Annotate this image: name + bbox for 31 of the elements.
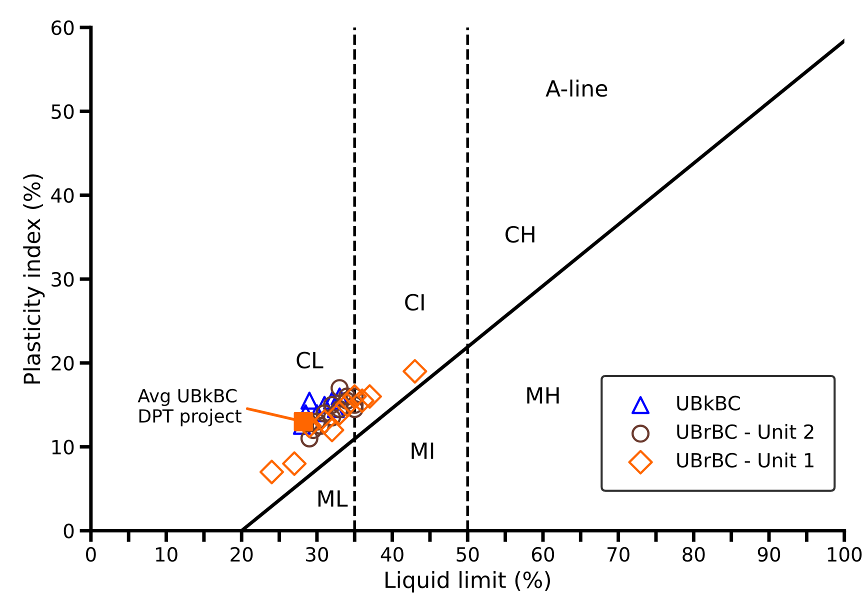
- annotation: MH: [527, 387, 559, 404]
- y-tick-label: 50: [52, 104, 74, 119]
- y-tick-label: 60: [52, 20, 74, 36]
- annotation: CL: [296, 352, 324, 369]
- annotation: Avg UBkBC DPT project: [138, 388, 242, 426]
- x-tick-label: 0: [86, 547, 96, 562]
- x-tick-label: 80: [682, 547, 705, 562]
- annotation: MI: [412, 442, 434, 459]
- y-tick-label: 0: [64, 524, 74, 538]
- x-tick-label: 60: [532, 547, 554, 562]
- x-tick-label: 50: [456, 547, 479, 562]
- y-tick-label: 30: [52, 272, 74, 287]
- x-tick-label: 90: [758, 547, 780, 562]
- x-tick-label: 10: [156, 547, 178, 562]
- annotation: CH: [506, 226, 534, 243]
- x-tick-label: 20: [230, 547, 253, 562]
- y-axis-title: Plasticity index (%): [23, 174, 45, 384]
- x-axis-title: Liquid limit (%): [386, 571, 550, 593]
- annotation: A-line: [546, 80, 608, 97]
- legend-label: UBrBC - Unit 1: [677, 452, 814, 468]
- x-tick-label: 100: [828, 547, 862, 562]
- legend-label: UBrBC - Unit 2: [677, 424, 814, 440]
- y-tick-label: 40: [51, 188, 74, 203]
- y-tick-label: 10: [52, 440, 74, 454]
- annotation: CI: [405, 294, 424, 311]
- legend-label: UBkBC: [677, 395, 740, 410]
- x-tick-label: 70: [608, 547, 630, 562]
- x-tick-label: 30: [306, 547, 328, 562]
- annotation: ML: [318, 490, 348, 507]
- x-tick-label: 40: [380, 547, 404, 562]
- y-tick-label: 20: [52, 356, 74, 371]
